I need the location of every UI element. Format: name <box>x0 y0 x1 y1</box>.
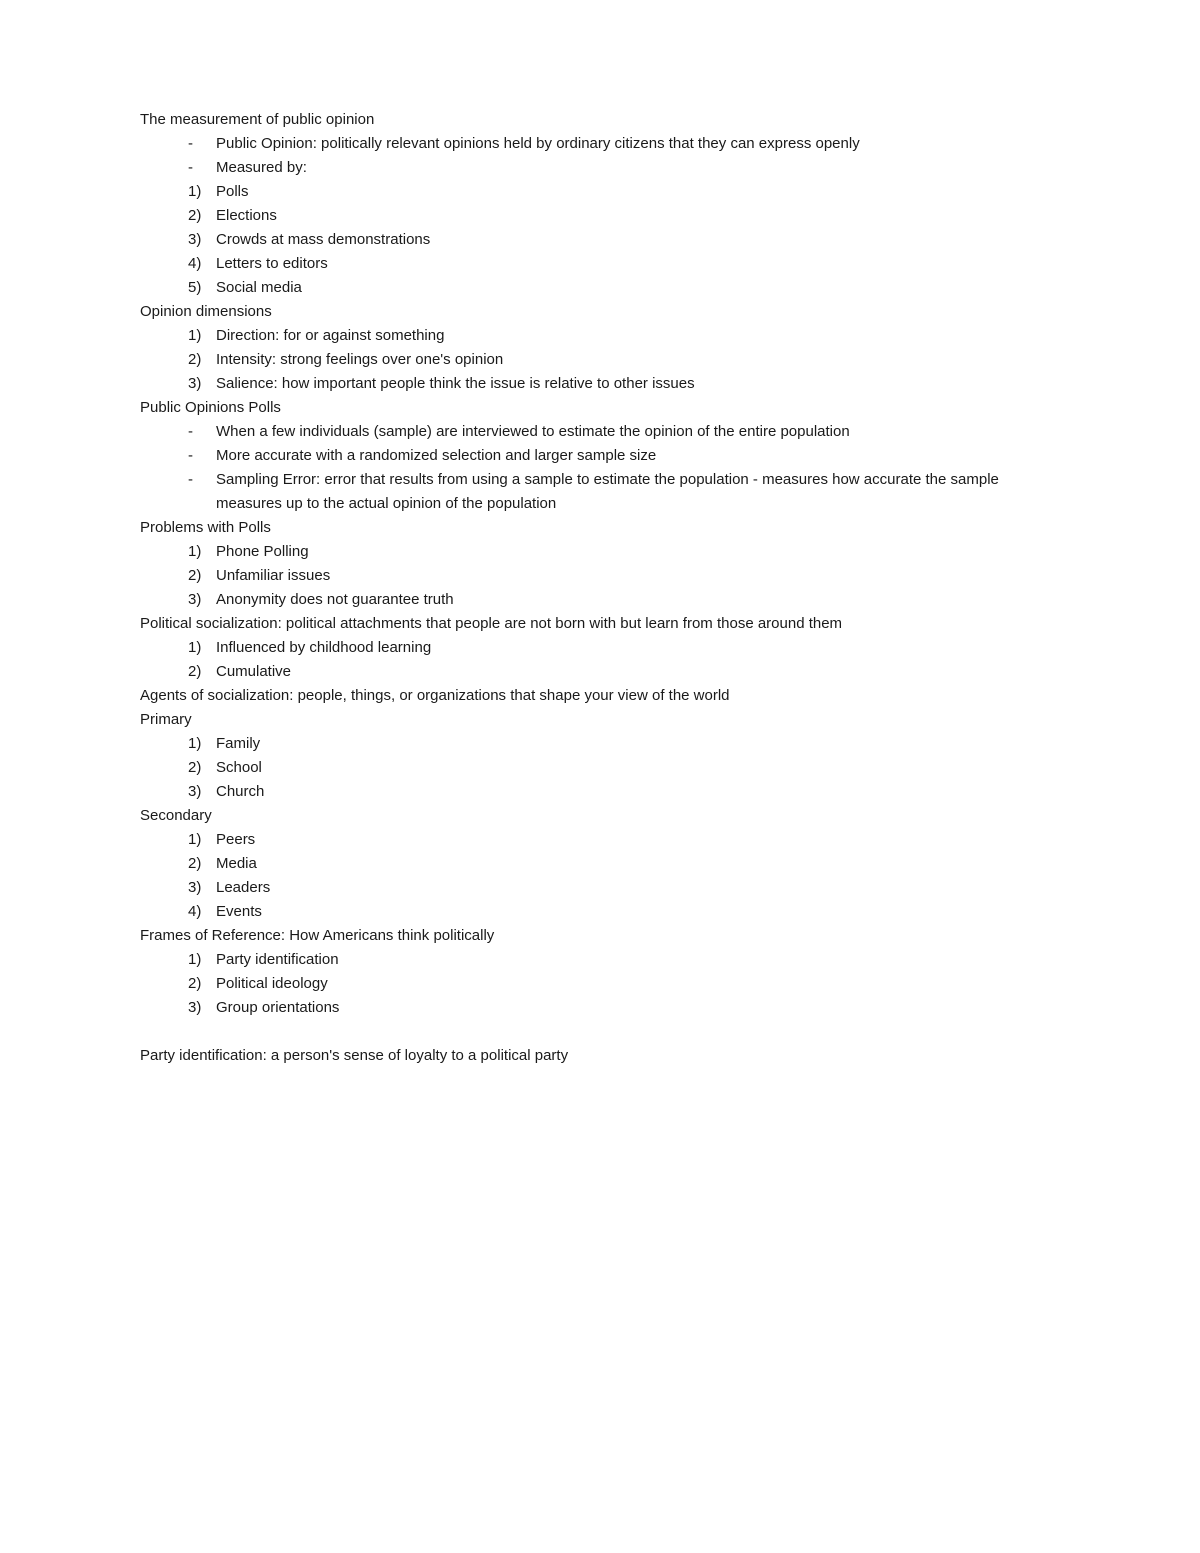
list-text: Sampling Error: error that results from … <box>216 468 1060 516</box>
list-text: Party identification <box>216 948 1060 972</box>
list-text: Letters to editors <box>216 252 1060 276</box>
list-item: 4)Letters to editors <box>140 252 1060 276</box>
list-item: 2)Intensity: strong feelings over one's … <box>140 348 1060 372</box>
list-item: 1)Polls <box>140 180 1060 204</box>
list-item: 2)Unfamiliar issues <box>140 564 1060 588</box>
body-line: Public Opinions Polls <box>140 396 1060 420</box>
document-page: The measurement of public opinion-Public… <box>0 0 1200 1553</box>
list-marker: 2) <box>188 756 216 780</box>
list-text: Cumulative <box>216 660 1060 684</box>
list-item: 2)School <box>140 756 1060 780</box>
list-text: Crowds at mass demonstrations <box>216 228 1060 252</box>
list-marker: 4) <box>188 900 216 924</box>
list-text: Intensity: strong feelings over one's op… <box>216 348 1060 372</box>
list-marker: 5) <box>188 276 216 300</box>
list-marker: 2) <box>188 972 216 996</box>
list-marker: - <box>188 444 216 468</box>
list-text: Public Opinion: politically relevant opi… <box>216 132 1060 156</box>
list-marker: 3) <box>188 588 216 612</box>
list-text: Phone Polling <box>216 540 1060 564</box>
list-text: Unfamiliar issues <box>216 564 1060 588</box>
list-item: -Public Opinion: politically relevant op… <box>140 132 1060 156</box>
list-marker: 2) <box>188 564 216 588</box>
list-marker: - <box>188 468 216 516</box>
list-item: -More accurate with a randomized selecti… <box>140 444 1060 468</box>
list-text: Media <box>216 852 1060 876</box>
list-item: 3)Anonymity does not guarantee truth <box>140 588 1060 612</box>
list-marker: 3) <box>188 780 216 804</box>
body-line: Frames of Reference: How Americans think… <box>140 924 1060 948</box>
list-item: 1)Party identification <box>140 948 1060 972</box>
list-item: 2)Elections <box>140 204 1060 228</box>
list-item: 2)Political ideology <box>140 972 1060 996</box>
list-text: Group orientations <box>216 996 1060 1020</box>
list-text: Political ideology <box>216 972 1060 996</box>
list-text: Leaders <box>216 876 1060 900</box>
list-marker: - <box>188 156 216 180</box>
body-line: The measurement of public opinion <box>140 108 1060 132</box>
list-text: Influenced by childhood learning <box>216 636 1060 660</box>
list-marker: 2) <box>188 852 216 876</box>
body-line: Political socialization: political attac… <box>140 612 1060 636</box>
list-text: Events <box>216 900 1060 924</box>
list-item: 1)Family <box>140 732 1060 756</box>
list-marker: 3) <box>188 876 216 900</box>
list-item: 2)Media <box>140 852 1060 876</box>
body-line: Party identification: a person's sense o… <box>140 1044 1060 1068</box>
list-text: When a few individuals (sample) are inte… <box>216 420 1060 444</box>
list-item: 3)Salience: how important people think t… <box>140 372 1060 396</box>
list-item: -When a few individuals (sample) are int… <box>140 420 1060 444</box>
body-line: Agents of socialization: people, things,… <box>140 684 1060 708</box>
list-marker: 3) <box>188 372 216 396</box>
list-item: 3)Crowds at mass demonstrations <box>140 228 1060 252</box>
list-item: 1)Direction: for or against something <box>140 324 1060 348</box>
list-marker: 1) <box>188 732 216 756</box>
list-item: 1)Influenced by childhood learning <box>140 636 1060 660</box>
list-marker: - <box>188 132 216 156</box>
list-marker: 3) <box>188 996 216 1020</box>
list-item: 2)Cumulative <box>140 660 1060 684</box>
list-text: Peers <box>216 828 1060 852</box>
list-marker: - <box>188 420 216 444</box>
body-line: Secondary <box>140 804 1060 828</box>
list-marker: 2) <box>188 348 216 372</box>
list-text: Direction: for or against something <box>216 324 1060 348</box>
list-marker: 1) <box>188 180 216 204</box>
list-text: More accurate with a randomized selectio… <box>216 444 1060 468</box>
list-item: 5)Social media <box>140 276 1060 300</box>
list-text: Family <box>216 732 1060 756</box>
list-marker: 1) <box>188 540 216 564</box>
list-text: Polls <box>216 180 1060 204</box>
list-item: 1)Peers <box>140 828 1060 852</box>
list-text: Church <box>216 780 1060 804</box>
list-text: School <box>216 756 1060 780</box>
list-item: 1)Phone Polling <box>140 540 1060 564</box>
body-line <box>140 1020 1060 1044</box>
list-text: Elections <box>216 204 1060 228</box>
list-marker: 1) <box>188 948 216 972</box>
list-item: 4)Events <box>140 900 1060 924</box>
list-marker: 1) <box>188 828 216 852</box>
list-item: 3)Group orientations <box>140 996 1060 1020</box>
list-item: 3)Leaders <box>140 876 1060 900</box>
list-marker: 4) <box>188 252 216 276</box>
list-marker: 2) <box>188 660 216 684</box>
list-item: 3)Church <box>140 780 1060 804</box>
body-line: Primary <box>140 708 1060 732</box>
body-line: Problems with Polls <box>140 516 1060 540</box>
list-text: Anonymity does not guarantee truth <box>216 588 1060 612</box>
list-text: Measured by: <box>216 156 1060 180</box>
list-marker: 1) <box>188 636 216 660</box>
list-item: -Sampling Error: error that results from… <box>140 468 1060 516</box>
list-item: -Measured by: <box>140 156 1060 180</box>
list-text: Social media <box>216 276 1060 300</box>
list-text: Salience: how important people think the… <box>216 372 1060 396</box>
list-marker: 3) <box>188 228 216 252</box>
body-line: Opinion dimensions <box>140 300 1060 324</box>
list-marker: 1) <box>188 324 216 348</box>
list-marker: 2) <box>188 204 216 228</box>
